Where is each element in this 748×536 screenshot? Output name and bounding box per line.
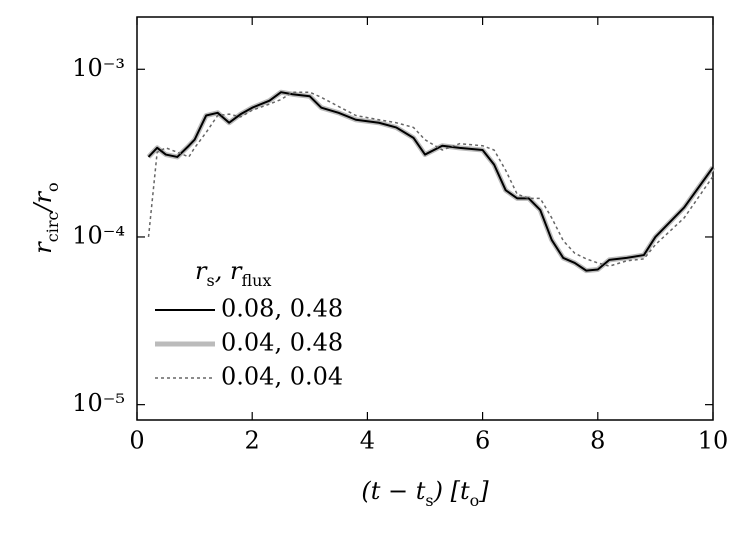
legend-title-part: s [206, 271, 214, 290]
x-tick-label: 10 [698, 427, 729, 455]
y-label-part: circ [43, 211, 62, 242]
legend-title-part: r [195, 257, 208, 285]
x-tick-label: 4 [360, 427, 375, 455]
y-tick-label: 10⁻⁴ [72, 221, 125, 249]
y-label-part: /r [29, 190, 57, 213]
x-tick-label: 6 [475, 427, 490, 455]
legend-title: rs, rflux [195, 257, 271, 291]
x-tick-label: 8 [590, 427, 605, 455]
x-tick-label: 2 [245, 427, 260, 455]
y-label-part: r [29, 241, 57, 254]
x-label-part: o [470, 491, 480, 510]
plot-frame [136, 16, 714, 421]
x-label-part: ] [478, 477, 489, 505]
y-axis-label: rcirc/ro [29, 182, 63, 253]
series-line [147, 91, 714, 267]
legend-label: 0.04, 0.48 [221, 329, 343, 357]
x-tick-label: 0 [129, 427, 144, 455]
x-label-part: ) [t [433, 477, 470, 505]
legend-label: 0.04, 0.04 [221, 363, 343, 391]
legend-label: 0.08, 0.48 [221, 295, 343, 323]
y-label-part: o [43, 182, 62, 192]
x-label-part: (t − t [361, 477, 425, 505]
x-label-part: s [425, 491, 433, 510]
legend-title-part: flux [241, 271, 271, 290]
x-axis-label: (t − ts) [to] [361, 477, 489, 511]
y-tick-label: 10⁻⁵ [72, 389, 125, 417]
legend-title-part: , r [215, 257, 243, 285]
y-tick-label: 10⁻³ [72, 54, 125, 82]
series-line [147, 91, 714, 272]
